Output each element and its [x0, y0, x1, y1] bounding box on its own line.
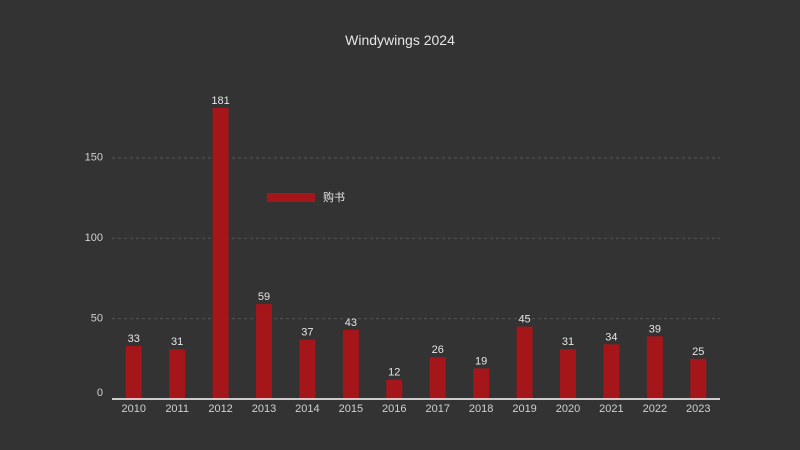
bar[interactable] [386, 379, 403, 399]
y-tick-label: 150 [85, 152, 103, 164]
bar[interactable] [342, 329, 359, 399]
bar[interactable] [690, 358, 707, 399]
legend-label: 购书 [323, 190, 345, 204]
bar[interactable] [603, 344, 620, 399]
x-tick-label: 2016 [382, 403, 406, 415]
x-tick-label: 2019 [512, 403, 536, 415]
x-tick-label: 2010 [121, 403, 145, 415]
bar[interactable] [256, 304, 272, 399]
x-tick-label: 2022 [643, 403, 667, 415]
bar-value-label: 39 [649, 323, 661, 335]
y-tick-label: 0 [97, 387, 103, 399]
y-axis-ticks: 0 50 100 150 [85, 152, 103, 399]
x-tick-label: 2015 [339, 403, 363, 415]
bar[interactable] [560, 349, 576, 399]
y-tick-label: 100 [85, 232, 103, 244]
bar[interactable] [473, 368, 490, 399]
chart-title: Windywings 2024 [345, 32, 455, 48]
bar-value-label: 34 [605, 331, 617, 343]
x-tick-label: 2013 [252, 403, 276, 415]
bar-value-label: 33 [128, 333, 140, 345]
bar[interactable] [299, 339, 316, 399]
x-tick-label: 2012 [208, 403, 232, 415]
x-tick-label: 2014 [295, 403, 319, 415]
legend-swatch [267, 193, 315, 202]
y-tick-label: 50 [91, 313, 103, 325]
x-tick-label: 2018 [469, 403, 493, 415]
bar[interactable] [646, 336, 663, 399]
bar-value-label: 37 [301, 327, 313, 339]
x-tick-label: 2017 [425, 403, 449, 415]
x-axis-ticks: 2010 2011 2012 2013 2014 2015 2016 2017 2018 2019… [121, 403, 710, 415]
grid-lines [112, 157, 720, 320]
x-tick-label: 2020 [556, 403, 580, 415]
bar-value-label: 181 [211, 95, 229, 107]
bar[interactable] [516, 326, 533, 399]
bars-group [125, 108, 707, 399]
bar[interactable] [429, 357, 446, 399]
bar[interactable] [125, 345, 142, 399]
bar[interactable] [169, 349, 186, 399]
bar-value-label: 31 [562, 336, 574, 348]
bar-value-label: 19 [475, 355, 487, 367]
bar-value-label: 45 [518, 314, 530, 326]
data-labels: 33 31 181 59 37 43 12 26 19 45 31 34 39 25 [128, 95, 705, 379]
bar-value-label: 59 [258, 291, 270, 303]
legend[interactable]: 购书 [267, 190, 345, 204]
bar-value-label: 12 [388, 367, 400, 379]
x-tick-label: 2011 [165, 403, 189, 415]
bar-value-label: 25 [692, 346, 704, 358]
x-tick-label: 2023 [686, 403, 710, 415]
bar-value-label: 26 [432, 344, 444, 356]
bar[interactable] [212, 108, 229, 399]
x-tick-label: 2021 [599, 403, 623, 415]
bar-value-label: 31 [171, 336, 183, 348]
bar-value-label: 43 [345, 317, 357, 329]
